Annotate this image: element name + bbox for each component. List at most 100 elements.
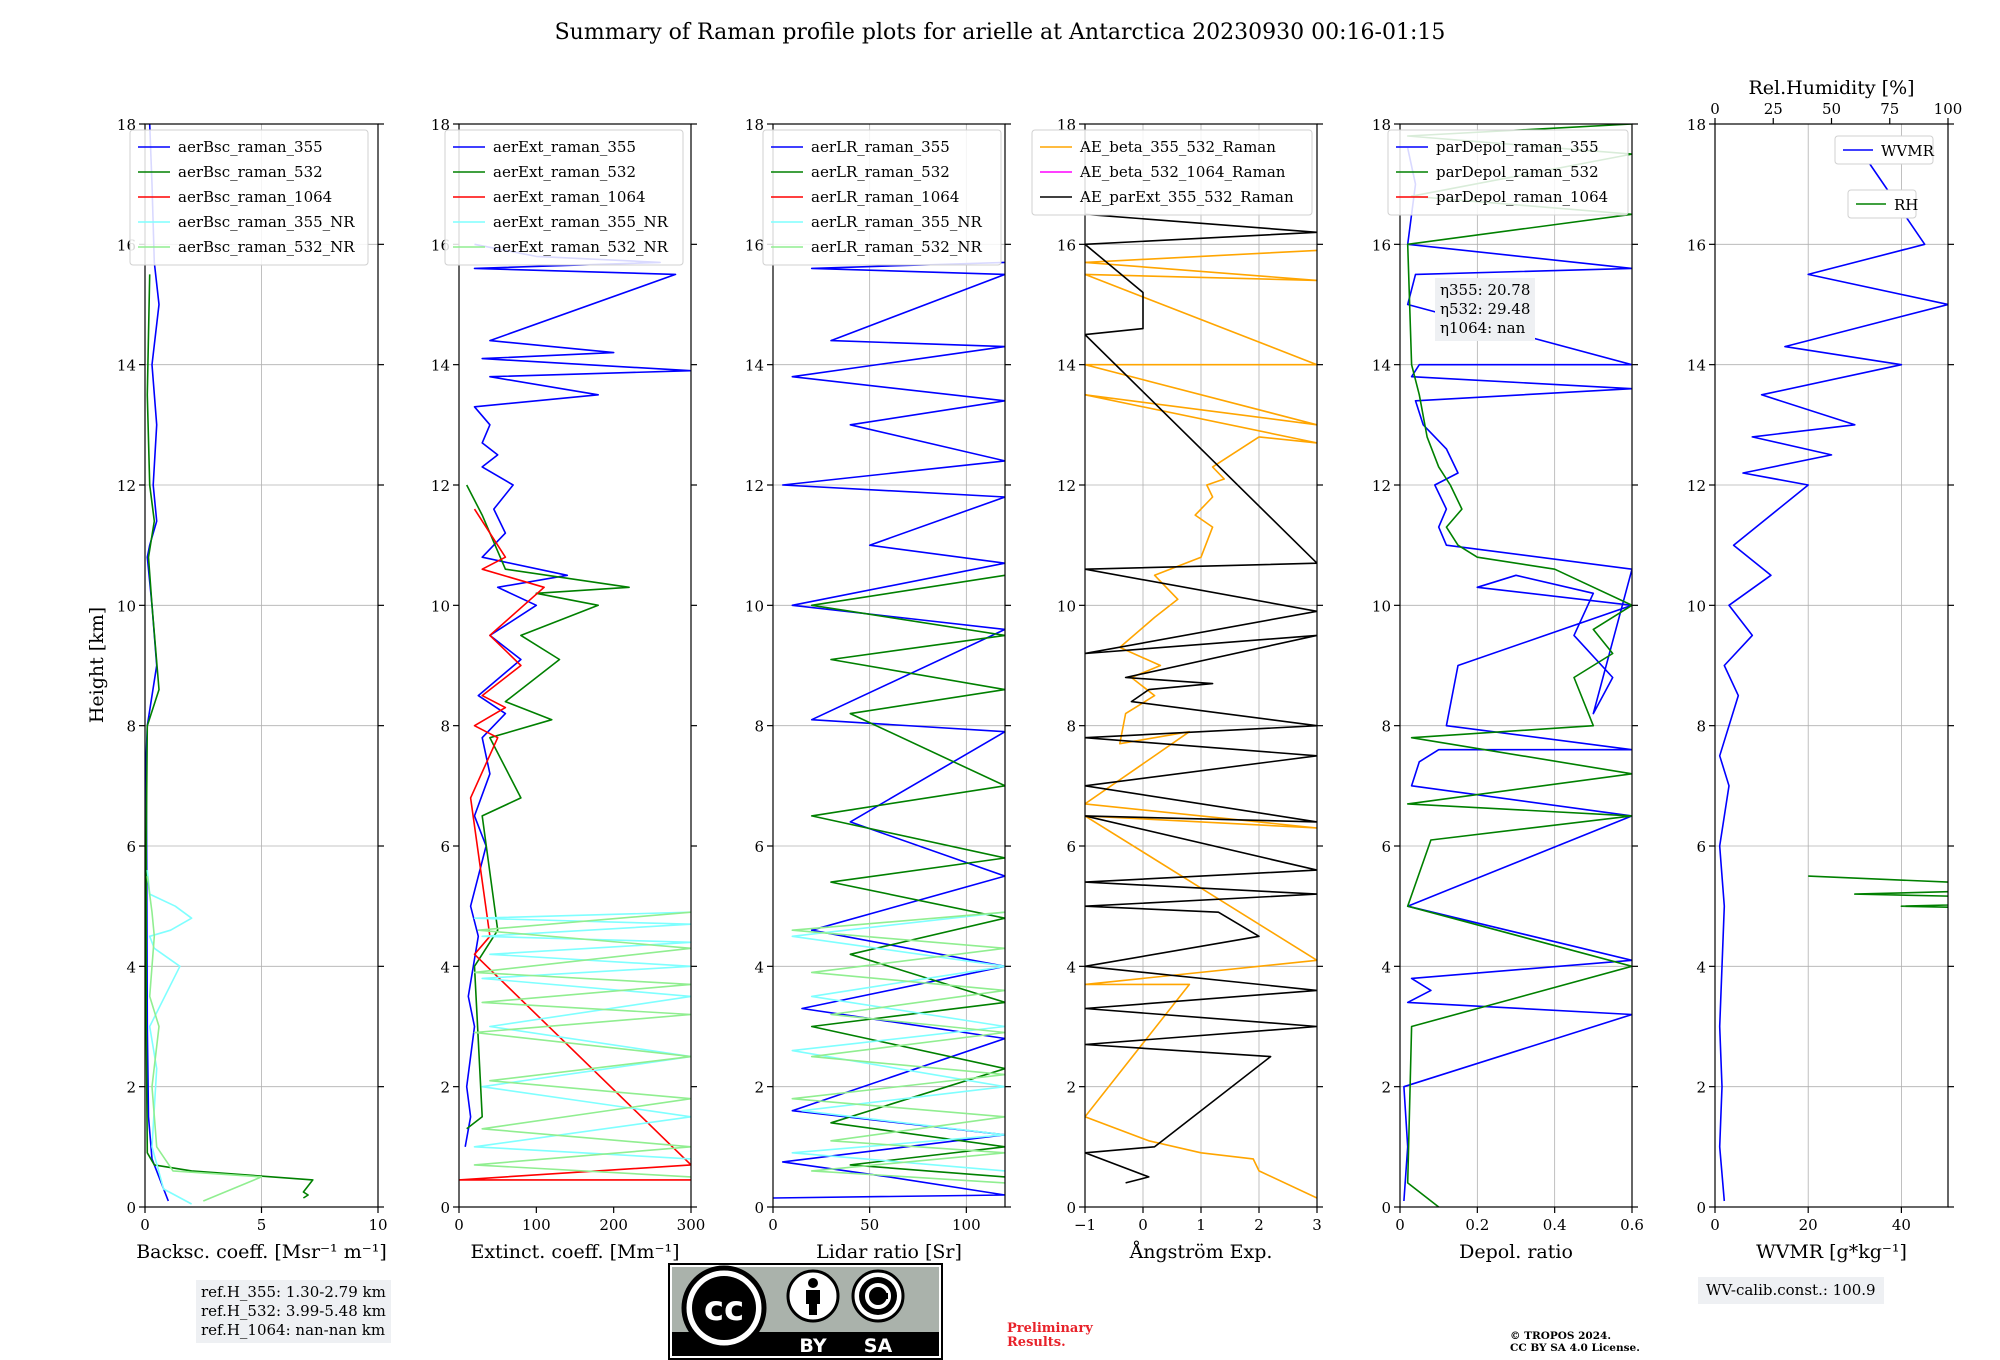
x-tick-label: 40 [1892,1216,1911,1234]
y-tick-label: 18 [1372,116,1391,134]
legend-box [1834,135,1934,165]
series-line-AE_beta_355_532_Raman [1085,249,1317,1199]
legend-label-aerExt_raman_532_NR: aerExt_raman_532_NR [493,238,669,256]
y-tick-label: 6 [126,838,136,856]
x-tick-label: 10 [368,1216,387,1234]
y-tick-label: 18 [745,116,764,134]
y-tick-label: 10 [745,597,764,615]
x-tick-label: 50 [860,1216,879,1234]
x-tick-label: 0 [454,1216,464,1234]
legend-label-aerBsc_raman_355: aerBsc_raman_355 [178,138,323,156]
y-tick-label: 4 [126,958,136,976]
legend-label-AE_parExt_355_532_Raman: AE_parExt_355_532_Raman [1079,188,1294,206]
legend-label-aerLR_raman_1064: aerLR_raman_1064 [811,188,959,206]
x-tick-label: 200 [599,1216,628,1234]
x-tick-label: 1 [1196,1216,1206,1234]
eta-355: η355: 20.78 [1440,281,1531,299]
x-tick-label: 100 [522,1216,551,1234]
legend-label-aerExt_raman_1064: aerExt_raman_1064 [493,188,646,206]
series-group [459,243,691,1181]
y-tick-label: 12 [117,477,136,495]
series-line-aerExt_raman_532 [465,484,630,1130]
series-group [773,261,1005,1199]
x-tick-label: 300 [677,1216,706,1234]
x2-tick-label: 100 [1934,100,1963,118]
y-tick-label: 12 [1372,477,1391,495]
x2-tick-label: 0 [1710,100,1720,118]
y-tick-label: 0 [1381,1199,1391,1217]
legend-label-aerLR_raman_355: aerLR_raman_355 [811,138,950,156]
y-tick-label: 0 [754,1199,764,1217]
copyright-line-1: © TROPOS 2024. [1510,1330,1612,1342]
series-line-aerExt_raman_355 [464,243,691,1147]
series-line-aerBsc_raman_532_NR [146,875,263,1202]
y-tick-label: 4 [1381,958,1391,976]
x-tick-label: 0.2 [1465,1216,1489,1234]
x-axis-label: Backsc. coeff. [Msr⁻¹ m⁻¹] [136,1241,387,1263]
legend-box [1387,129,1629,216]
y-tick-label: 14 [1687,357,1706,375]
eta-1064: η1064: nan [1440,319,1526,337]
x-tick-label: 20 [1799,1216,1818,1234]
y-tick-label: 10 [1372,597,1391,615]
y-tick-label: 8 [754,718,764,736]
legend-label-parDepol_raman_1064: parDepol_raman_1064 [1436,188,1608,206]
series-line-aerLR_raman_532 [810,574,1005,1178]
panel-depol: 0 2 4 6 8 10 12 14 16 18 0 0.2 0.4 0.6 Depol. ratio par… [1372,116,1644,1263]
y-tick-label: 8 [440,718,450,736]
series-line-aerExt_raman_532_NR [473,911,691,1178]
preliminary-results-note: Preliminary Results. [1007,1322,1093,1350]
legend-box [444,129,684,266]
axes-frame [458,123,692,1208]
x-tick-label: 0.4 [1543,1216,1567,1234]
series-group [1085,213,1317,1199]
y-tick-label: 14 [431,357,450,375]
y-tick-label: 10 [117,597,136,615]
series-group [1403,124,1632,1207]
y-tick-label: 14 [745,357,764,375]
y-tick-label: 6 [754,838,764,856]
legend-label: RH [1894,196,1918,214]
legend-label-aerBsc_raman_355_NR: aerBsc_raman_355_NR [178,213,355,231]
series-line-RH [1808,875,1948,909]
y-tick-label: 12 [431,477,450,495]
series-line-aerLR_raman_532_NR [791,911,1005,1184]
legend-label-AE_beta_355_532_Raman: AE_beta_355_532_Raman [1079,138,1276,156]
legend-box [762,129,1002,266]
y-tick-label: 2 [440,1079,450,1097]
series-line-aerBsc_raman_532 [145,274,314,1199]
y-tick-label: 4 [754,958,764,976]
legend: aerExt_raman_355 aerExt_raman_532 aerExt_r… [444,129,684,266]
series-line-aerExt_raman_355_NR [473,911,691,1160]
y-tick-label: 0 [1696,1199,1706,1217]
y-tick-label: 2 [1381,1079,1391,1097]
x-axis-label: Depol. ratio [1459,1241,1573,1263]
x-tick-label: 0 [140,1216,150,1234]
copyright-note: © TROPOS 2024. CC BY SA 4.0 License. [1510,1330,1640,1354]
x-axis-label: Lidar ratio [Sr] [816,1241,962,1263]
series-line-aerLR_raman_355 [773,261,1005,1199]
y-tick-label: 4 [440,958,450,976]
wv-calib-constant: WV-calib.const.: 100.9 [1706,1281,1876,1299]
y-tick-label: 16 [1687,236,1706,254]
cc-badge-sa-text: SA [864,1335,893,1357]
series-group [1718,141,1948,1202]
legend-label: WVMR [1881,142,1935,160]
x-tick-label: 100 [952,1216,981,1234]
ref-height-532: ref.H_532: 3.99-5.48 km [201,1302,386,1320]
eta-532: η532: 29.48 [1440,300,1531,318]
y-tick-label: 18 [117,116,136,134]
legend-WVMR: WVMR [1834,135,1935,165]
cc-badge-cc-text: cc [704,1289,744,1329]
series-line-WVMR [1718,141,1948,1202]
legend-label-aerLR_raman_532: aerLR_raman_532 [811,163,950,181]
axes-frame [1399,123,1633,1208]
y-tick-label: 4 [1696,958,1706,976]
y-tick-label: 16 [1372,236,1391,254]
legend-box [1031,129,1313,216]
x2-tick-label: 75 [1880,100,1899,118]
